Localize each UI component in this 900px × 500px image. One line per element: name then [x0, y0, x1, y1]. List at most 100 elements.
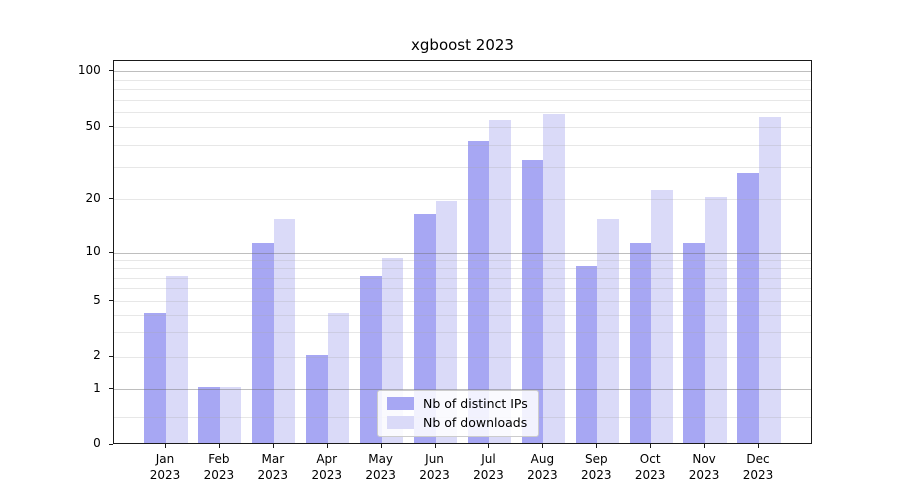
x-tick-label: Feb 2023	[191, 451, 247, 483]
x-tick-label-month: Sep	[584, 452, 608, 466]
x-tick-label-year: 2023	[419, 468, 450, 482]
x-tick-label-year: 2023	[311, 468, 342, 482]
bar-downloads	[489, 120, 512, 443]
grid-line-minor	[114, 112, 811, 114]
bar-distinct-ips	[198, 387, 220, 443]
bar-distinct-ips	[521, 160, 544, 443]
x-tick-mark	[704, 443, 706, 448]
x-tick-label-month: Aug	[530, 452, 555, 466]
x-tick-label: Apr 2023	[299, 451, 355, 483]
bar-downloads	[758, 117, 781, 443]
x-tick-mark	[542, 443, 544, 448]
y-tick-mark	[108, 388, 114, 390]
bar-downloads	[705, 197, 727, 443]
x-tick-label-month: Apr	[316, 452, 338, 466]
x-tick-label-month: Jan	[155, 452, 175, 466]
legend-swatch-downloads	[387, 416, 414, 429]
grid-line-minor	[114, 79, 811, 81]
bar-downloads	[165, 275, 188, 443]
grid-line-minor	[114, 301, 811, 302]
x-tick-label-month: Oct	[639, 452, 661, 466]
x-tick-label: Sep 2023	[568, 451, 624, 483]
bar-distinct-ips	[467, 140, 490, 443]
legend-item-distinct-ips: Nb of distinct IPs	[387, 396, 528, 411]
y-tick-label: 100	[77, 62, 101, 77]
bar-distinct-ips	[737, 173, 759, 443]
x-tick-label-month: Dec	[746, 452, 770, 466]
x-tick-label-year: 2023	[527, 468, 558, 482]
legend-label-downloads: Nb of downloads	[423, 415, 528, 430]
y-tick-mark	[108, 300, 114, 301]
grid-line-minor	[114, 314, 811, 316]
x-tick-label: Jan 2023	[137, 451, 193, 483]
x-tick-mark	[380, 443, 382, 448]
grid-line-minor	[114, 127, 811, 128]
grid-line-minor	[114, 199, 811, 200]
bar-distinct-ips	[629, 243, 652, 443]
y-tick-label: 5	[93, 292, 101, 307]
x-tick-label: Oct 2023	[622, 451, 678, 483]
x-tick-mark	[488, 443, 490, 448]
x-tick-label-year: 2023	[742, 468, 774, 482]
grid-line-minor	[114, 268, 811, 270]
y-tick-label: 50	[85, 118, 101, 133]
grid-line-minor	[114, 277, 811, 279]
bar-downloads	[219, 387, 242, 443]
grid-line-major	[114, 389, 811, 391]
y-tick-mark	[108, 126, 114, 127]
x-tick-mark	[326, 443, 328, 448]
bar-distinct-ips	[575, 266, 598, 443]
x-tick-label: Jul 2023	[460, 451, 516, 483]
y-tick-label: 0	[93, 436, 101, 450]
grid-line-minor	[114, 89, 811, 91]
bar-distinct-ips	[360, 275, 382, 443]
y-tick-label: 10	[85, 244, 101, 259]
grid-line-major	[114, 71, 811, 72]
x-tick-label: Jun 2023	[407, 451, 463, 483]
bar-downloads	[651, 189, 673, 443]
x-tick-label-year: 2023	[149, 468, 181, 482]
grid-line-minor	[114, 332, 811, 334]
bar-distinct-ips	[683, 243, 706, 443]
x-tick-label-year: 2023	[688, 468, 720, 482]
bar-distinct-ips	[413, 214, 436, 443]
plot-area	[113, 59, 812, 444]
x-tick-mark	[757, 443, 759, 448]
x-tick-label-month: Nov	[692, 452, 716, 466]
legend-item-downloads: Nb of downloads	[387, 415, 528, 430]
grid-line-minor	[114, 288, 811, 290]
x-tick-label-month: Feb	[208, 452, 230, 466]
bar-downloads	[327, 312, 350, 443]
y-tick-mark	[108, 443, 114, 445]
grid-line-major	[114, 252, 811, 254]
legend-label-distinct-ips: Nb of distinct IPs	[423, 396, 528, 411]
x-tick-label-year: 2023	[473, 468, 504, 482]
y-tick-mark	[108, 198, 114, 199]
x-tick-mark	[650, 443, 652, 448]
x-tick-label-month: May	[368, 452, 394, 466]
chart-title: xgboost 2023	[411, 36, 514, 54]
x-tick-label: Aug 2023	[514, 451, 570, 483]
x-tick-label: Mar 2023	[245, 451, 301, 483]
x-tick-label-year: 2023	[203, 468, 235, 482]
grid-line-minor	[114, 99, 811, 101]
y-tick-label: 1	[93, 380, 101, 395]
x-tick-label: May 2023	[353, 451, 409, 483]
bar-distinct-ips	[144, 312, 166, 443]
grid-line-minor	[114, 167, 811, 169]
x-tick-mark	[596, 443, 598, 448]
grid-line-minor	[114, 144, 811, 146]
y-tick-mark	[108, 355, 114, 357]
x-tick-mark	[218, 443, 220, 448]
legend-swatch-distinct-ips	[387, 397, 414, 410]
x-tick-mark	[272, 443, 274, 448]
bar-downloads	[273, 219, 296, 443]
x-tick-label-year: 2023	[257, 468, 289, 482]
y-tick-mark	[108, 251, 114, 253]
x-tick-label-year: 2023	[634, 468, 666, 482]
grid-line-minor	[114, 356, 811, 358]
x-tick-label: Dec 2023	[730, 451, 786, 483]
bar-downloads	[435, 200, 458, 443]
bar-downloads	[543, 114, 565, 443]
